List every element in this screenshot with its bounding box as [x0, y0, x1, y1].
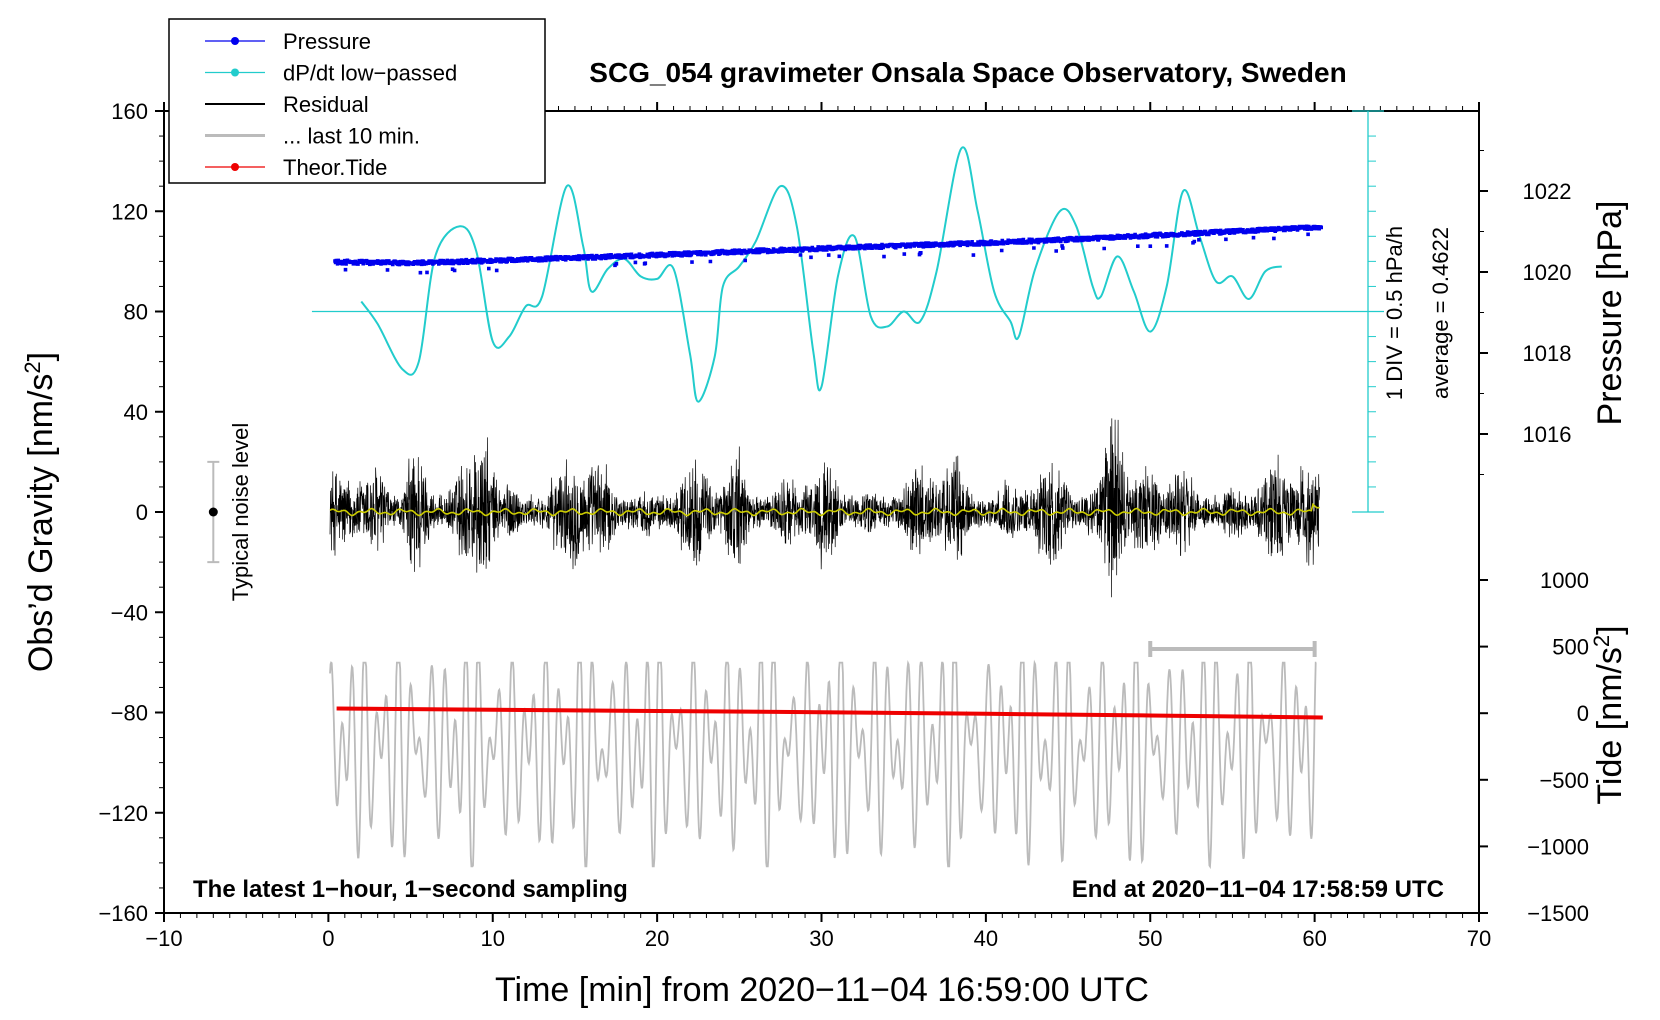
x-tick-label: 70	[1467, 926, 1491, 951]
y-axis-label: Obs’d Gravity [nm/s2]	[20, 352, 60, 672]
x-tick-label: 30	[809, 926, 833, 951]
legend-marker	[231, 37, 239, 45]
dpdt-series	[360, 146, 1283, 403]
y-axis-ticks: 160 120 80 40 0 −40 −80 −120 −160	[98, 99, 164, 926]
y-tick-label: −160	[98, 901, 148, 926]
y-axis-label-sup: 2	[20, 361, 45, 373]
y-tick-label: 120	[111, 199, 148, 224]
tide-series	[336, 706, 1323, 720]
y-tick-label: −120	[98, 801, 148, 826]
pressure-points	[333, 224, 1323, 275]
y-tick-label: 160	[111, 99, 148, 124]
tide-tick-label: −500	[1539, 768, 1589, 793]
footer-right: End at 2020−11−04 17:58:59 UTC	[1072, 876, 1444, 903]
dpdt-average-label: average = 0.4622	[1428, 227, 1453, 399]
tide-axis-ticks: 1000 500 0 −500 −1000 −1500	[1479, 568, 1589, 926]
footer-left: The latest 1−hour, 1−second sampling	[193, 876, 628, 903]
x-tick-label: 50	[1138, 926, 1162, 951]
pressure-tick-label: 1020	[1523, 260, 1572, 285]
y-tick-label: 40	[124, 400, 148, 425]
x-tick-label: 60	[1302, 926, 1326, 951]
legend-label: Residual	[283, 92, 369, 117]
noise-level-label: Typical noise level	[228, 423, 253, 602]
tide-tick-label: 0	[1577, 701, 1589, 726]
residual-line	[329, 418, 1320, 598]
legend-label: dP/dt low−passed	[283, 61, 457, 86]
dpdt-scale-bar	[311, 110, 1384, 513]
y-tick-label: −40	[111, 600, 148, 625]
pressure-tick-label: 1022	[1523, 179, 1572, 204]
residual-series	[329, 418, 1320, 598]
legend-label: Pressure	[283, 29, 371, 54]
x-tick-label: 40	[974, 926, 998, 951]
tide-axis-label-end: ]	[1591, 625, 1629, 634]
pressure-tick-label: 1016	[1523, 422, 1572, 447]
legend: Pressure dP/dt low−passed Residual ... last…	[168, 18, 546, 184]
legend-box	[168, 18, 546, 184]
x-tick-label: −10	[145, 926, 182, 951]
noise-level-dot	[208, 507, 218, 517]
pressure-series	[333, 224, 1323, 275]
residual-smoothed-series	[329, 502, 1320, 517]
tide-line	[336, 706, 1323, 720]
x-axis-label: Time [min] from 2020−11−04 16:59:00 UTC	[495, 971, 1149, 1009]
tide-tick-label: 1000	[1540, 568, 1589, 593]
dpdt-scale-label: 1 DIV = 0.5 hPa/h	[1382, 226, 1407, 400]
y-axis-label-text: Obs’d Gravity [nm/s	[22, 374, 60, 673]
pressure-axis-ticks: 1022 1020 1018 1016	[1479, 150, 1572, 475]
residual-smoothed-line	[329, 502, 1320, 517]
y-tick-label: −80	[111, 701, 148, 726]
x-tick-label: 20	[645, 926, 669, 951]
last-10-min-range-marker	[1148, 641, 1317, 657]
last-10-min-line	[329, 659, 1317, 870]
y-tick-label: 0	[136, 500, 148, 525]
tide-axis-label-text: Tide [nm/s	[1591, 647, 1629, 804]
tide-tick-label: 500	[1552, 635, 1589, 660]
chart-title: SCG_054 gravimeter Onsala Space Observat…	[589, 57, 1346, 88]
tide-tick-label: −1000	[1527, 834, 1589, 859]
tide-tick-label: −1500	[1527, 901, 1589, 926]
tide-axis-label-sup: 2	[1589, 635, 1614, 647]
y-axis-label-end: ]	[22, 352, 60, 361]
pressure-axis-label: Pressure [hPa]	[1591, 201, 1629, 426]
legend-label: ... last 10 min.	[283, 124, 420, 149]
dpdt-line	[360, 146, 1283, 403]
legend-label: Theor.Tide	[283, 155, 387, 180]
legend-marker	[231, 163, 239, 171]
pressure-tick-label: 1018	[1523, 341, 1572, 366]
y-tick-label: 80	[124, 300, 148, 325]
legend-marker	[231, 68, 239, 77]
last-10-min-series	[329, 659, 1317, 870]
tide-axis-label: Tide [nm/s2]	[1589, 625, 1629, 804]
x-tick-label: 10	[481, 926, 505, 951]
noise-level-marker	[207, 460, 220, 564]
x-tick-label: 0	[322, 926, 334, 951]
